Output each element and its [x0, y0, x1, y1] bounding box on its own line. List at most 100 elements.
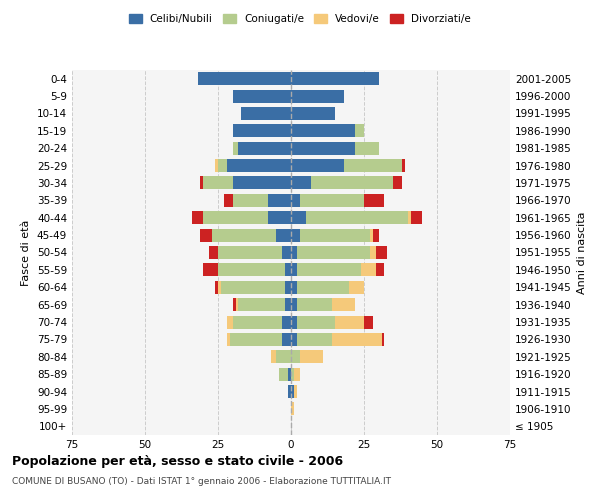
Bar [364, 194, 385, 207]
Bar [233, 194, 268, 207]
Bar [300, 194, 364, 207]
Bar [233, 298, 236, 311]
Bar [285, 280, 291, 294]
Bar [218, 280, 221, 294]
Bar [373, 228, 379, 241]
Bar [402, 159, 405, 172]
Bar [408, 211, 411, 224]
Bar [277, 228, 291, 241]
Bar [300, 228, 370, 241]
Bar [291, 280, 297, 294]
Bar [382, 333, 385, 346]
Bar [291, 246, 297, 259]
Bar [282, 333, 291, 346]
Bar [230, 333, 282, 346]
Bar [335, 316, 364, 328]
Bar [355, 142, 379, 154]
Bar [282, 246, 291, 259]
Bar [215, 159, 218, 172]
Bar [291, 228, 300, 241]
Bar [233, 316, 282, 328]
Bar [294, 368, 300, 380]
Bar [376, 264, 385, 276]
Bar [192, 211, 203, 224]
Bar [291, 176, 311, 190]
Bar [282, 316, 291, 328]
Bar [291, 142, 355, 154]
Legend: Celibi/Nubili, Coniugati/e, Vedovi/e, Divorziati/e: Celibi/Nubili, Coniugati/e, Vedovi/e, Di… [125, 10, 475, 29]
Bar [227, 316, 233, 328]
Bar [203, 176, 233, 190]
Bar [215, 280, 218, 294]
Bar [221, 280, 285, 294]
Bar [393, 176, 402, 190]
Bar [218, 159, 227, 172]
Bar [227, 159, 291, 172]
Bar [233, 124, 291, 138]
Bar [271, 350, 277, 364]
Bar [291, 368, 294, 380]
Bar [291, 316, 297, 328]
Bar [291, 333, 297, 346]
Bar [203, 264, 218, 276]
Bar [291, 124, 355, 138]
Bar [297, 333, 332, 346]
Bar [291, 298, 297, 311]
Bar [280, 368, 288, 380]
Bar [236, 298, 238, 311]
Bar [291, 90, 344, 102]
Bar [297, 298, 332, 311]
Bar [297, 246, 370, 259]
Bar [268, 211, 291, 224]
Bar [291, 385, 294, 398]
Bar [285, 264, 291, 276]
Text: Popolazione per età, sesso e stato civile - 2006: Popolazione per età, sesso e stato civil… [12, 455, 343, 468]
Bar [376, 246, 388, 259]
Text: COMUNE DI BUSANO (TO) - Dati ISTAT 1° gennaio 2006 - Elaborazione TUTTITALIA.IT: COMUNE DI BUSANO (TO) - Dati ISTAT 1° ge… [12, 478, 391, 486]
Bar [332, 333, 382, 346]
Bar [291, 107, 335, 120]
Bar [285, 298, 291, 311]
Bar [332, 298, 355, 311]
Bar [411, 211, 422, 224]
Bar [291, 72, 379, 85]
Bar [297, 264, 361, 276]
Bar [370, 246, 376, 259]
Bar [238, 298, 285, 311]
Bar [291, 350, 300, 364]
Bar [297, 316, 335, 328]
Bar [224, 194, 233, 207]
Bar [238, 142, 291, 154]
Bar [200, 228, 212, 241]
Bar [370, 228, 373, 241]
Bar [291, 159, 344, 172]
Bar [241, 107, 291, 120]
Bar [233, 90, 291, 102]
Bar [291, 211, 305, 224]
Bar [203, 211, 268, 224]
Y-axis label: Anni di nascita: Anni di nascita [577, 211, 587, 294]
Bar [294, 385, 297, 398]
Bar [349, 280, 364, 294]
Bar [288, 385, 291, 398]
Bar [311, 176, 393, 190]
Bar [364, 316, 373, 328]
Bar [200, 176, 203, 190]
Bar [344, 159, 402, 172]
Bar [233, 176, 291, 190]
Bar [227, 333, 230, 346]
Y-axis label: Fasce di età: Fasce di età [22, 220, 31, 286]
Bar [268, 194, 291, 207]
Bar [291, 264, 297, 276]
Bar [277, 350, 291, 364]
Bar [197, 72, 291, 85]
Bar [297, 280, 349, 294]
Bar [288, 368, 291, 380]
Bar [218, 264, 285, 276]
Bar [291, 194, 300, 207]
Bar [209, 246, 218, 259]
Bar [361, 264, 376, 276]
Bar [355, 124, 364, 138]
Bar [218, 246, 282, 259]
Bar [233, 142, 238, 154]
